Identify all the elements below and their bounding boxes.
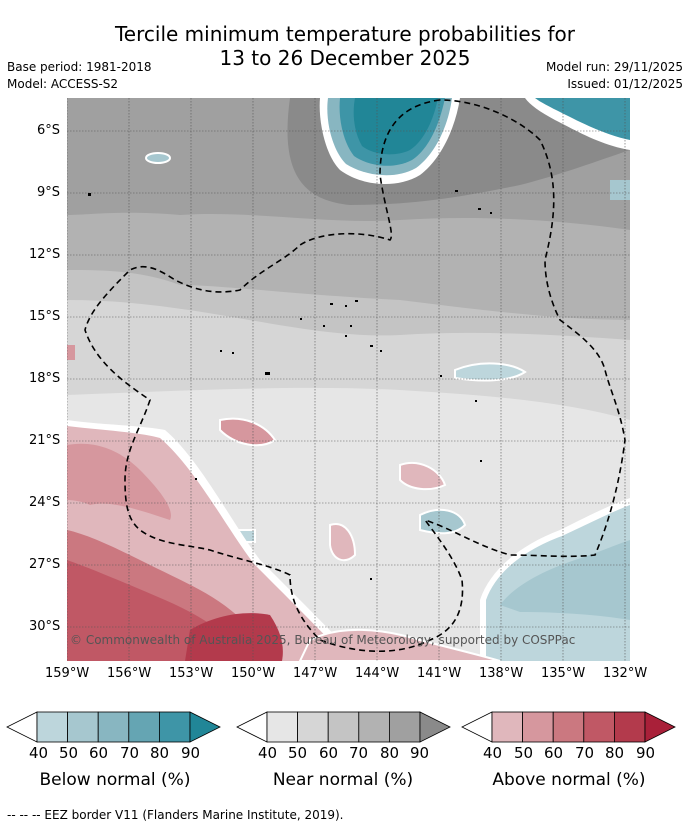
lat-tick: 27°S (29, 557, 61, 572)
above-normal-80-region (185, 613, 283, 661)
lon-tick: 135°W (541, 666, 586, 681)
below-normal-patch-18s (454, 362, 527, 382)
eez-border (84, 99, 626, 652)
lon-tick: 132°W (603, 666, 648, 681)
legend-above-tick: 50 (514, 744, 534, 762)
legend-swatch (358, 711, 390, 743)
below-normal-east-patch (610, 180, 630, 200)
lon-tick: 156°W (107, 666, 152, 681)
model-run: Model run: 29/11/2025 (545, 60, 683, 74)
lon-tick: 153°W (169, 666, 214, 681)
above-normal-patch-21s (219, 417, 277, 447)
legend-colorbars (6, 711, 676, 743)
legend-above-tick: 40 (483, 744, 503, 762)
meta-right: Model run: 29/11/2025 Issued: 01/12/2025 (546, 59, 683, 93)
legend-below-tick: 50 (59, 744, 79, 762)
legend-above-tick: 80 (605, 744, 625, 762)
lon-tick: 159°W (45, 666, 90, 681)
legend-swatch (327, 711, 360, 743)
legend-below-tick: 60 (89, 744, 109, 762)
legend-high-extend (189, 711, 221, 743)
below-normal-small-patch (145, 152, 171, 164)
legend-swatch (522, 711, 554, 743)
legend-swatch (614, 711, 646, 743)
lon-tick: 144°W (355, 666, 400, 681)
lat-tick: 21°S (29, 433, 61, 448)
legend-below-tick: 80 (150, 744, 170, 762)
map-title: Tercile minimum temperature probabilitie… (0, 22, 690, 70)
legend-near-tick: 50 (288, 744, 308, 762)
lat-tick: 9°S (37, 185, 61, 200)
legend-low-extend (6, 711, 38, 743)
legend-below-tick: 40 (29, 744, 49, 762)
lat-tick: 12°S (29, 247, 61, 262)
legend-above-tick: 90 (636, 744, 656, 762)
legend-swatch (491, 711, 524, 743)
legend-swatch (297, 711, 329, 743)
legend-swatch (158, 711, 191, 743)
legend-high-extend (419, 711, 451, 743)
below-normal-ne-region (535, 98, 630, 140)
legend-swatch (67, 711, 99, 743)
title-line-1: Tercile minimum temperature probabilitie… (114, 22, 576, 46)
legend-swatch (583, 711, 615, 743)
lon-tick: 147°W (293, 666, 338, 681)
lat-tick: 15°S (29, 309, 61, 324)
copyright-notice: © Commonwealth of Australia 2025, Bureau… (70, 633, 576, 647)
legend-below-tick: 90 (181, 744, 201, 762)
legend-below-tick: 70 (120, 744, 140, 762)
legend-above-title: Above normal (%) (492, 770, 646, 790)
above-normal-patch-26s (329, 523, 357, 562)
legend-near-tick: 40 (258, 744, 278, 762)
lat-tick: 18°S (29, 371, 61, 386)
eez-footnote: -- -- -- EEZ border V11 (Flanders Marine… (7, 808, 344, 822)
legend-low-extend (461, 711, 493, 743)
meta-left: Base period: 1981-2018 Model: ACCESS-S2 (7, 59, 152, 93)
below-normal-50-se (500, 540, 630, 620)
graticule (67, 98, 630, 661)
map-fill-layers (67, 98, 630, 661)
legend-swatch (36, 711, 69, 743)
legend-colorbar (461, 711, 676, 743)
lat-tick: 6°S (37, 123, 61, 138)
legend-near-tick: 80 (380, 744, 400, 762)
legend-below-title: Below normal (%) (39, 770, 191, 790)
legend-swatch (552, 711, 585, 743)
title-line-2: 13 to 26 December 2025 (219, 46, 471, 70)
legend-swatch (266, 711, 299, 743)
legend-near-tick: 90 (410, 744, 430, 762)
legend-near-tick: 70 (349, 744, 369, 762)
above-normal-50-region (67, 443, 171, 520)
lon-tick: 150°W (231, 666, 276, 681)
legend-above-tick: 60 (544, 744, 564, 762)
legend-high-extend (644, 711, 676, 743)
legend-colorbar (236, 711, 451, 743)
lat-tick: 30°S (29, 619, 61, 634)
islands (88, 190, 492, 580)
model-name: Model: ACCESS-S2 (7, 77, 119, 91)
lon-tick: 141°W (417, 666, 462, 681)
above-normal-patch-30s (298, 628, 501, 661)
legend-swatch (388, 711, 421, 743)
near-normal-80-nw (67, 105, 160, 135)
lat-tick: 24°S (29, 495, 61, 510)
below-normal-90-region (353, 98, 438, 155)
below-normal-patch-24s (419, 508, 467, 535)
base-period: Base period: 1981-2018 (7, 60, 152, 74)
above-normal-patch-23s (399, 462, 447, 491)
legend-near-title: Near normal (%) (272, 770, 414, 790)
legend-swatch (128, 711, 160, 743)
legend-low-extend (236, 711, 268, 743)
legend-swatch (97, 711, 130, 743)
legend-near-tick: 60 (319, 744, 339, 762)
lon-tick: 138°W (479, 666, 524, 681)
above-normal-west-edge (67, 345, 75, 360)
legend-colorbar (6, 711, 221, 743)
legend-above-tick: 70 (575, 744, 595, 762)
issued-date: Issued: 01/12/2025 (567, 77, 683, 91)
